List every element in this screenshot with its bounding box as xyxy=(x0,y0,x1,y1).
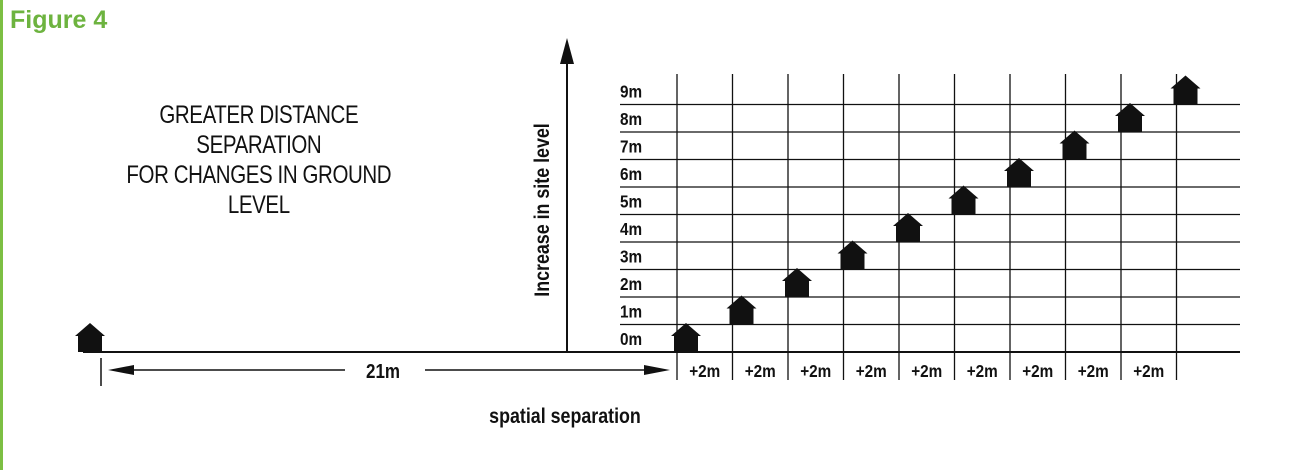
level-label: 3m xyxy=(620,246,642,266)
dimension-arrow-left xyxy=(108,365,134,375)
level-label: 2m xyxy=(620,274,642,294)
stepped-houses xyxy=(671,75,1201,352)
house-icon xyxy=(75,323,105,352)
diagram-heading: GREATER DISTANCE SEPARATION FOR CHANGES … xyxy=(103,100,415,220)
step-labels: +2m +2m +2m +2m +2m +2m +2m +2m +2m xyxy=(689,361,1164,381)
step-label: +2m xyxy=(1078,361,1109,381)
house-icon xyxy=(837,240,868,270)
step-label: +2m xyxy=(967,361,998,381)
y-axis-arrowhead xyxy=(560,38,574,64)
heading-line-2: FOR CHANGES IN GROUND LEVEL xyxy=(126,161,392,219)
house-icon xyxy=(948,185,979,215)
x-axis-title: spatial separation xyxy=(489,405,641,429)
level-label: 7m xyxy=(620,136,642,156)
house-icon xyxy=(893,213,923,242)
level-label: 6m xyxy=(620,164,642,184)
house-icon xyxy=(726,295,757,325)
level-label: 8m xyxy=(620,109,642,129)
house-icon xyxy=(1170,75,1201,105)
step-label: +2m xyxy=(911,361,942,381)
step-label: +2m xyxy=(1022,361,1053,381)
house-icon xyxy=(782,268,812,297)
y-axis-title: Increase in site level xyxy=(531,123,555,296)
figure-label: Figure 4 xyxy=(10,6,108,34)
level-label: 0m xyxy=(620,329,642,349)
step-label: +2m xyxy=(689,361,720,381)
base-house-icon xyxy=(75,323,105,352)
level-labels: 0m 1m 2m 3m 4m 5m 6m 7m 8m 9m xyxy=(620,81,642,349)
house-icon xyxy=(671,323,701,352)
base-distance-label: 21m xyxy=(366,360,400,383)
house-icon xyxy=(1059,130,1090,160)
level-grid xyxy=(620,74,1240,380)
level-label: 4m xyxy=(620,219,642,239)
step-label: +2m xyxy=(1133,361,1164,381)
step-label: +2m xyxy=(800,361,831,381)
house-icon xyxy=(1115,103,1145,132)
step-label: +2m xyxy=(745,361,776,381)
heading-line-1: GREATER DISTANCE SEPARATION xyxy=(159,101,359,159)
level-label: 5m xyxy=(620,191,642,211)
level-label: 1m xyxy=(620,301,642,321)
step-label: +2m xyxy=(856,361,887,381)
house-icon xyxy=(1004,158,1034,187)
level-label: 9m xyxy=(620,81,642,101)
dimension-arrow-right xyxy=(644,365,670,375)
